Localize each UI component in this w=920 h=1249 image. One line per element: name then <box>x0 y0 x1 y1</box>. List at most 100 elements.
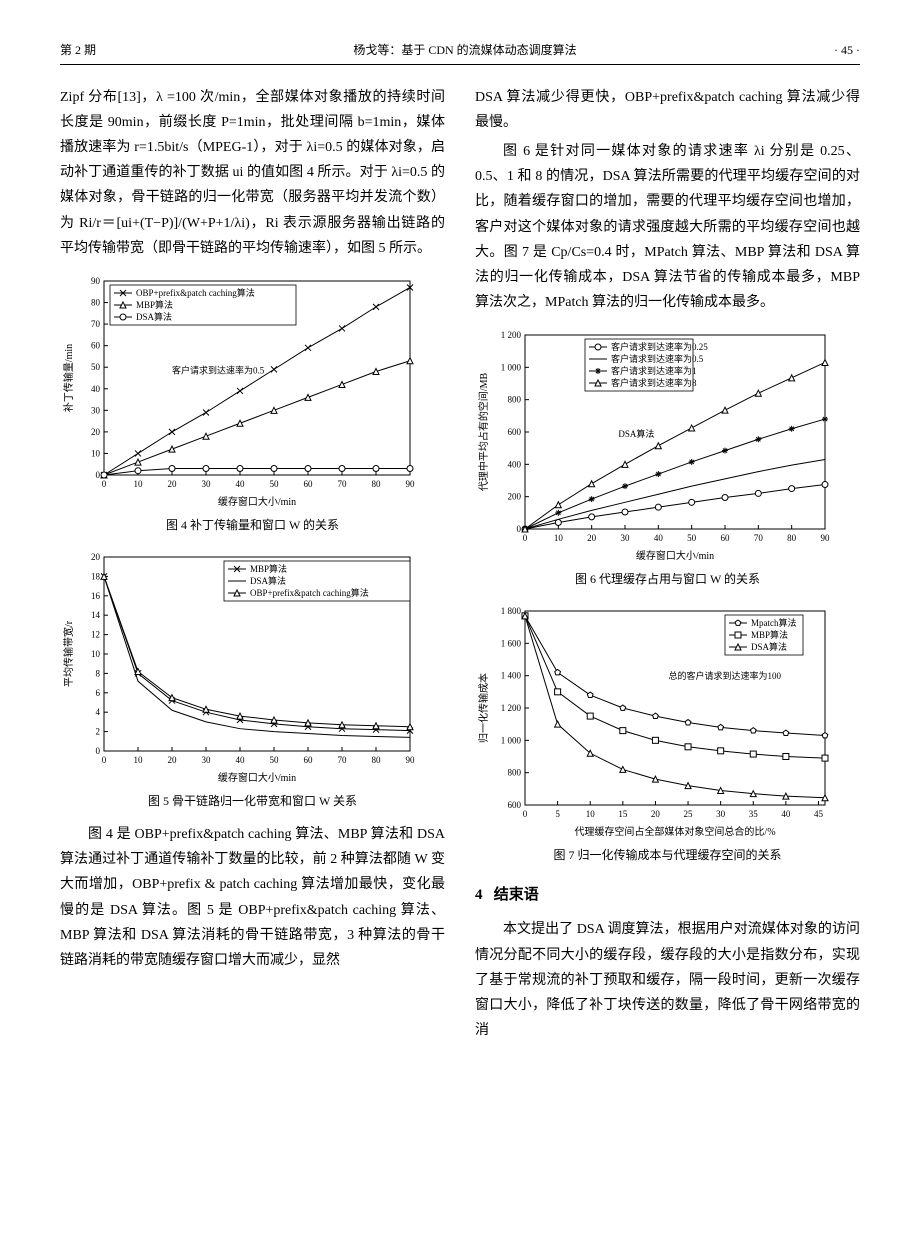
figure-7: 0510152025303540456008001 0001 2001 4001… <box>475 601 860 867</box>
svg-text:0: 0 <box>523 809 528 819</box>
svg-text:18: 18 <box>91 571 101 581</box>
svg-text:60: 60 <box>91 341 101 351</box>
svg-text:14: 14 <box>91 610 101 620</box>
svg-text:30: 30 <box>202 755 212 765</box>
svg-text:70: 70 <box>754 533 764 543</box>
svg-text:40: 40 <box>236 755 246 765</box>
svg-text:1 200: 1 200 <box>501 703 522 713</box>
svg-text:2: 2 <box>96 726 101 736</box>
svg-text:20: 20 <box>587 533 597 543</box>
svg-text:10: 10 <box>134 755 144 765</box>
figure-6: 010203040506070809002004006008001 0001 2… <box>475 325 860 591</box>
svg-text:0: 0 <box>96 470 101 480</box>
svg-text:OBP+prefix&patch caching算法: OBP+prefix&patch caching算法 <box>250 587 369 598</box>
svg-text:70: 70 <box>91 319 101 329</box>
svg-text:16: 16 <box>91 590 101 600</box>
fig4-caption: 图 4 补丁传输量和窗口 W 的关系 <box>60 515 445 537</box>
page-header: 第 2 期 杨戈等：基于 CDN 的流媒体动态调度算法 · 45 · <box>60 40 860 65</box>
svg-text:1 800: 1 800 <box>501 606 522 616</box>
svg-text:20: 20 <box>651 809 661 819</box>
svg-text:0: 0 <box>102 755 107 765</box>
svg-text:DSA算法: DSA算法 <box>751 641 787 652</box>
left-column: Zipf 分布[13]，λ =100 次/min，全部媒体对象播放的持续时间长度… <box>60 85 445 1048</box>
svg-text:60: 60 <box>721 533 731 543</box>
svg-text:25: 25 <box>684 809 694 819</box>
svg-text:12: 12 <box>91 629 100 639</box>
svg-text:总的客户请求到达速率为100: 总的客户请求到达速率为100 <box>668 670 781 681</box>
left-para-1: Zipf 分布[13]，λ =100 次/min，全部媒体对象播放的持续时间长度… <box>60 85 445 261</box>
svg-text:4: 4 <box>96 707 101 717</box>
svg-text:10: 10 <box>586 809 596 819</box>
svg-text:1 000: 1 000 <box>501 735 522 745</box>
header-center: 杨戈等：基于 CDN 的流媒体动态调度算法 <box>353 40 576 62</box>
svg-text:40: 40 <box>236 479 246 489</box>
svg-text:30: 30 <box>202 479 212 489</box>
svg-text:800: 800 <box>508 768 522 778</box>
svg-text:0: 0 <box>517 524 522 534</box>
svg-text:70: 70 <box>338 755 348 765</box>
svg-text:80: 80 <box>372 755 382 765</box>
svg-text:45: 45 <box>814 809 824 819</box>
svg-text:客户请求到达速率为0.5: 客户请求到达速率为0.5 <box>611 353 704 364</box>
svg-text:MBP算法: MBP算法 <box>136 299 173 310</box>
svg-text:DSA算法: DSA算法 <box>250 575 286 586</box>
svg-text:10: 10 <box>554 533 564 543</box>
svg-text:5: 5 <box>555 809 560 819</box>
svg-text:600: 600 <box>508 427 522 437</box>
figure-5: 010203040506070809002468101214161820缓存窗口… <box>60 547 445 813</box>
right-para-1: DSA 算法减少得更快，OBP+prefix&patch caching 算法减… <box>475 85 860 135</box>
svg-text:80: 80 <box>91 297 101 307</box>
svg-text:客户请求到达速率为0.5: 客户请求到达速率为0.5 <box>172 365 265 376</box>
svg-text:1 600: 1 600 <box>501 638 522 648</box>
svg-text:0: 0 <box>523 533 528 543</box>
svg-text:90: 90 <box>406 755 416 765</box>
svg-text:50: 50 <box>270 755 280 765</box>
svg-text:40: 40 <box>654 533 664 543</box>
svg-text:客户请求到达速率为1: 客户请求到达速率为1 <box>611 365 697 376</box>
svg-text:40: 40 <box>91 384 101 394</box>
svg-text:600: 600 <box>508 800 522 810</box>
svg-text:1 000: 1 000 <box>501 363 522 373</box>
svg-text:20: 20 <box>168 755 178 765</box>
svg-text:平均传输带宽/r: 平均传输带宽/r <box>62 620 75 687</box>
svg-text:400: 400 <box>508 460 522 470</box>
fig6-caption: 图 6 代理缓存占用与窗口 W 的关系 <box>475 569 860 591</box>
svg-text:90: 90 <box>821 533 831 543</box>
svg-text:30: 30 <box>91 405 101 415</box>
svg-text:60: 60 <box>304 755 314 765</box>
left-para-2: 图 4 是 OBP+prefix&patch caching 算法、MBP 算法… <box>60 822 445 973</box>
svg-text:35: 35 <box>749 809 759 819</box>
header-right: · 45 · <box>834 40 860 62</box>
svg-text:代理缓存空间占全部媒体对象空间总合的比/%: 代理缓存空间占全部媒体对象空间总合的比/% <box>574 825 775 838</box>
svg-text:1 400: 1 400 <box>501 671 522 681</box>
svg-text:0: 0 <box>96 746 101 756</box>
svg-text:OBP+prefix&patch caching算法: OBP+prefix&patch caching算法 <box>136 287 255 298</box>
figure-4: 01020304050607080900102030405060708090缓存… <box>60 271 445 537</box>
section-num: 4 <box>475 887 483 903</box>
svg-text:缓存窗口大小/min: 缓存窗口大小/min <box>636 549 714 562</box>
right-column: DSA 算法减少得更快，OBP+prefix&patch caching 算法减… <box>475 85 860 1048</box>
svg-text:10: 10 <box>91 649 101 659</box>
svg-text:30: 30 <box>621 533 631 543</box>
svg-text:70: 70 <box>338 479 348 489</box>
svg-text:50: 50 <box>91 362 101 372</box>
section-4-heading: 4 结束语 <box>475 882 860 909</box>
fig5-caption: 图 5 骨干链路归一化带宽和窗口 W 关系 <box>60 791 445 813</box>
svg-text:200: 200 <box>508 492 522 502</box>
svg-text:MBP算法: MBP算法 <box>250 563 287 574</box>
right-para-3: 本文提出了 DSA 调度算法，根据用户对流媒体对象的访问情况分配不同大小的缓存段… <box>475 917 860 1043</box>
svg-text:60: 60 <box>304 479 314 489</box>
svg-text:Mpatch算法: Mpatch算法 <box>751 617 797 628</box>
svg-text:15: 15 <box>618 809 628 819</box>
svg-text:1 200: 1 200 <box>501 330 522 340</box>
svg-text:MBP算法: MBP算法 <box>751 629 788 640</box>
svg-text:0: 0 <box>102 479 107 489</box>
svg-text:10: 10 <box>134 479 144 489</box>
right-para-2: 图 6 是针对同一媒体对象的请求速率 λi 分别是 0.25、0.5、1 和 8… <box>475 139 860 315</box>
svg-text:20: 20 <box>168 479 178 489</box>
svg-text:客户请求到达速率为8: 客户请求到达速率为8 <box>611 377 697 388</box>
svg-text:客户请求到达速率为0.25: 客户请求到达速率为0.25 <box>611 341 708 352</box>
svg-text:DSA算法: DSA算法 <box>618 428 654 439</box>
svg-text:10: 10 <box>91 448 101 458</box>
svg-text:8: 8 <box>96 668 101 678</box>
